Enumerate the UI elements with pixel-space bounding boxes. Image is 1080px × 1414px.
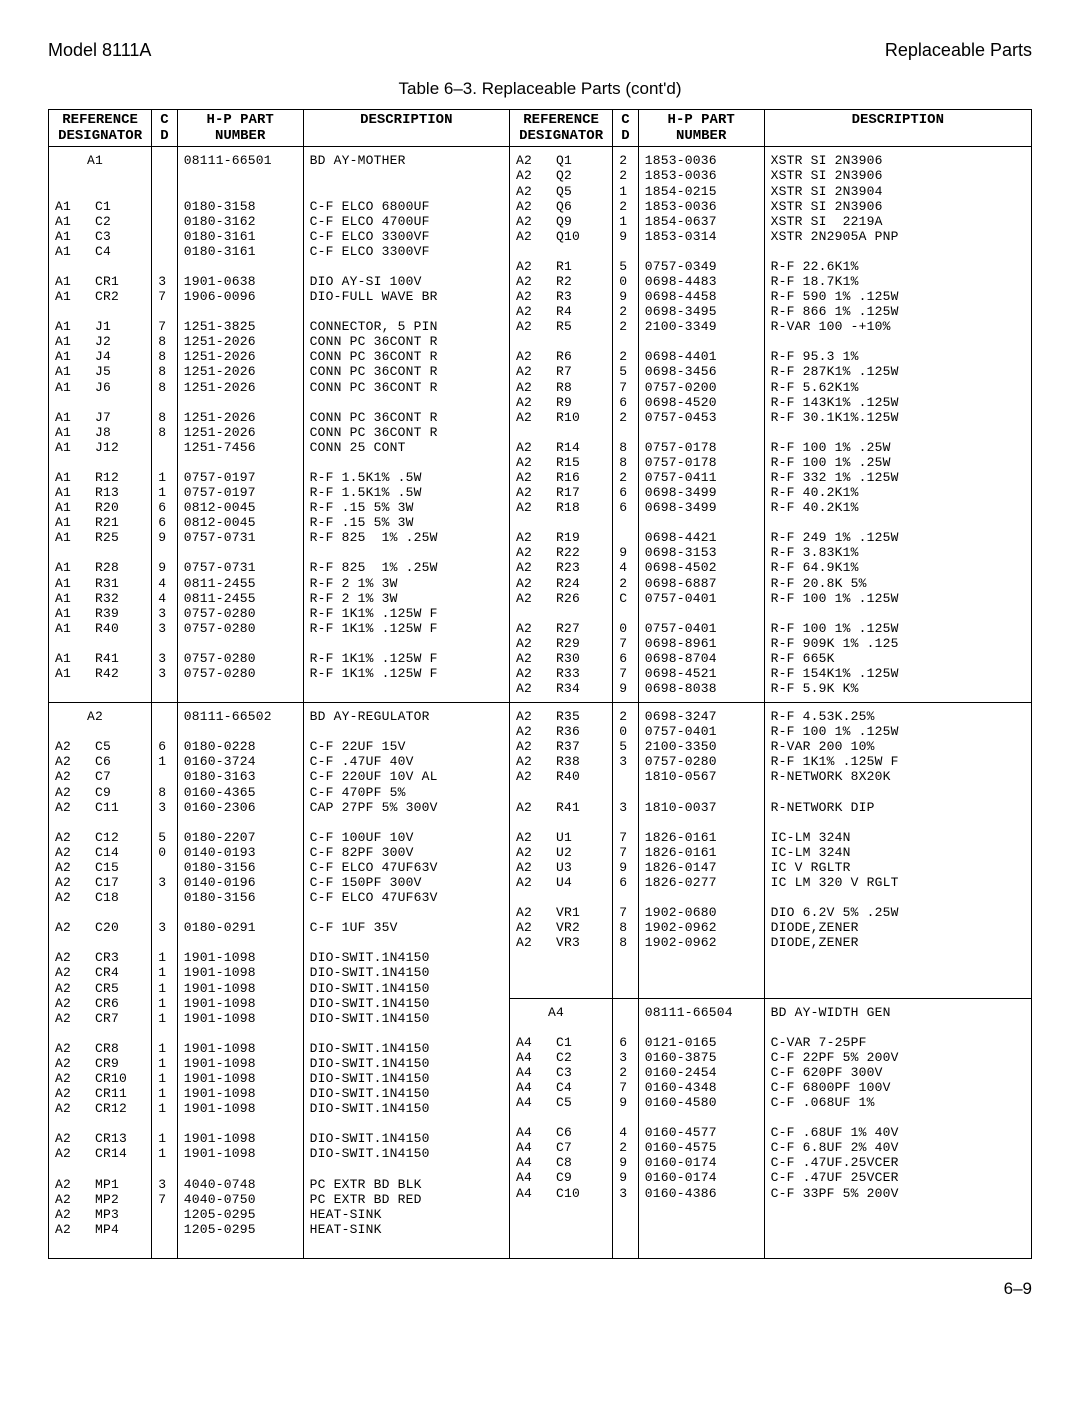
parts-table: REFERENCEDESIGNATOR CD H-P PARTNUMBER DE… [48,109,1032,1259]
col-ref: REFERENCEDESIGNATOR [49,110,152,147]
col-desc2: DESCRIPTION [764,110,1031,147]
cell-cd: 6 1 8 3 5 0 3 3 1 1 1 1 1 1 1 1 1 1 1 1 … [158,709,173,1252]
col-cd: CD [152,110,178,147]
section-label: Replaceable Parts [885,40,1032,61]
page-header: Model 8111A Replaceable Parts [48,40,1032,61]
cell-desc: BD AY-REGULATOR C-F 22UF 15V C-F .47UF 4… [310,709,505,1252]
table-caption: Table 6–3. Replaceable Parts (cont'd) [48,79,1032,99]
cell-ref: A4 A4 C1 A4 C2 A4 C3 A4 C4 A4 C5 A4 C6 A… [516,1005,608,1216]
cell-ref: A2 A2 C5 A2 C6 A2 C7 A2 C9 A2 C11 A2 C12… [55,709,147,1252]
cell-desc: R-F 4.53K.25% R-F 100 1% .125W R-VAR 200… [771,709,1027,950]
cell-hp: 08111-66504 0121-0165 0160-3875 0160-245… [645,1005,760,1216]
cell-hp: 08111-66502 0180-0228 0160-3724 0180-316… [184,709,299,1252]
cell-desc: XSTR SI 2N3906 XSTR SI 2N3906 XSTR SI 2N… [771,153,1027,696]
col-desc: DESCRIPTION [303,110,509,147]
cell-desc: BD AY-MOTHER C-F ELCO 6800UF C-F ELCO 47… [310,153,505,681]
col-hp: H-P PARTNUMBER [177,110,303,147]
cell-cd: 2 0 5 3 3 7 7 9 6 7 8 8 [619,709,634,950]
table-header-row: REFERENCEDESIGNATOR CD H-P PARTNUMBER DE… [49,110,1032,147]
page-number: 6–9 [48,1279,1032,1299]
table-row: A1 A1 C1 A1 C2 A1 C3 A1 C4 A1 CR1 A1 CR2… [49,147,1032,703]
cell-cd: 3 7 7 8 8 8 8 8 8 1 1 6 6 9 9 4 4 3 3 3 … [158,153,173,681]
col-hp2: H-P PARTNUMBER [638,110,764,147]
cell-cd: 6 3 2 7 9 4 2 9 9 3 [619,1005,634,1216]
cell-ref: A2 Q1 A2 Q2 A2 Q5 A2 Q6 A2 Q9 A2 Q10 A2 … [516,153,608,696]
cell-ref: A2 R35 A2 R36 A2 R37 A2 R38 A2 R40 A2 R4… [516,709,608,950]
col-ref2: REFERENCEDESIGNATOR [510,110,613,147]
page: Model 8111A Replaceable Parts Table 6–3.… [0,0,1080,1327]
cell-ref: A1 A1 C1 A1 C2 A1 C3 A1 C4 A1 CR1 A1 CR2… [55,153,147,681]
model-label: Model 8111A [48,40,151,61]
col-cd2: CD [613,110,639,147]
cell-desc: BD AY-WIDTH GEN C-VAR 7-25PF C-F 22PF 5%… [771,1005,1027,1216]
table-row: A2 A2 C5 A2 C6 A2 C7 A2 C9 A2 C11 A2 C12… [49,703,1032,998]
cell-hp: 08111-66501 0180-3158 0180-3162 0180-316… [184,153,299,681]
cell-hp: 0698-3247 0757-0401 2100-3350 0757-0280 … [645,709,760,950]
cell-cd: 2 2 1 2 1 9 5 0 9 2 2 2 5 7 6 2 8 8 2 6 … [619,153,634,696]
cell-hp: 1853-0036 1853-0036 1854-0215 1853-0036 … [645,153,760,696]
